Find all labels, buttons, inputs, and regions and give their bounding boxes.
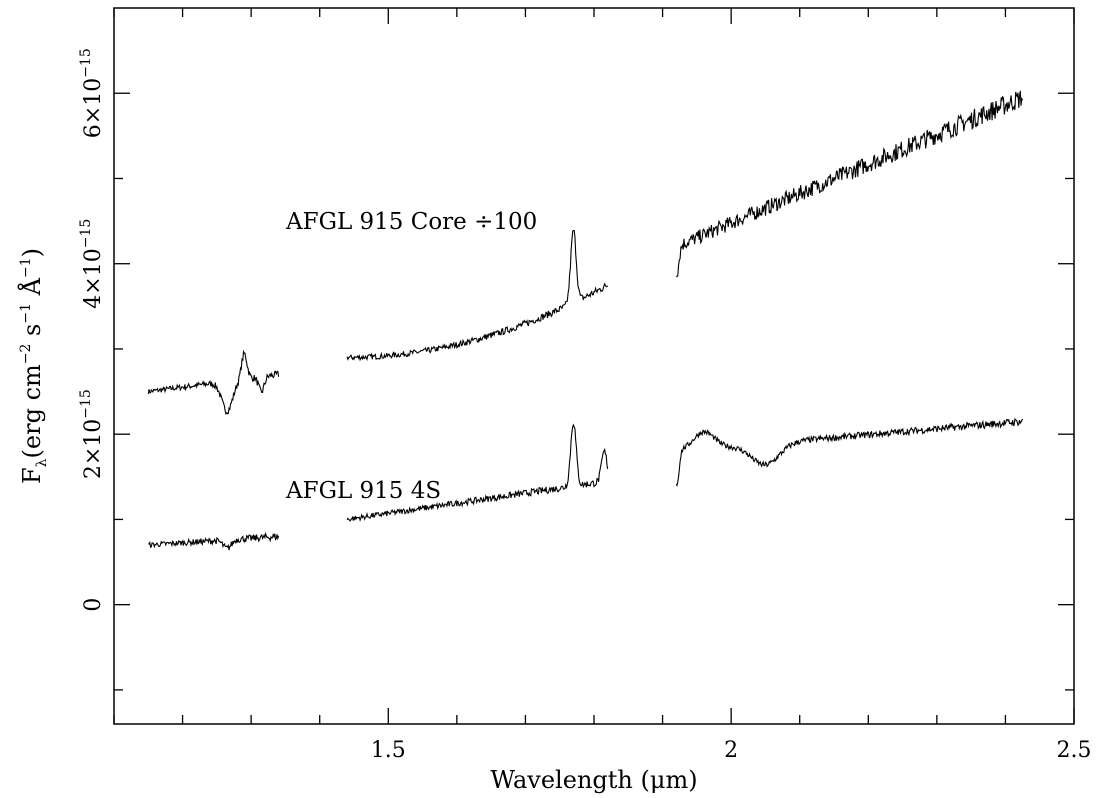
- annotation-4s: AFGL 915 4S: [285, 478, 441, 504]
- y-tick-label: 4×10−15: [78, 219, 106, 309]
- x-axis-label: Wavelength (μm): [490, 766, 697, 794]
- y-tick-label: 2×10−15: [78, 389, 106, 479]
- spectrum-segment: [147, 349, 280, 416]
- x-tick-label: 2.5: [1057, 738, 1092, 763]
- plot-frame: [113, 7, 1075, 725]
- spectrum-segment: [346, 423, 609, 522]
- y-axis-label: Fλ(erg cm−2 s−1 Å−1): [17, 248, 50, 484]
- y-tick-label: 6×10−15: [78, 48, 106, 138]
- axis-ticks: [113, 8, 1075, 724]
- tick-labels: 1.5 2 2.5 0 2×10−15 4×10−15 6×10−15: [78, 48, 1092, 763]
- spectrum-segment: [147, 531, 280, 551]
- x-tick-label: 1.5: [371, 738, 406, 763]
- series-lines: [147, 90, 1024, 551]
- annotation-core: AFGL 915 Core ÷100: [285, 209, 537, 235]
- spectrum-segment: [346, 230, 609, 362]
- spectrum-segment: [675, 417, 1024, 488]
- y-tick-label: 0: [81, 598, 106, 612]
- x-tick-label: 2: [724, 738, 738, 763]
- spectrum-segment: [675, 90, 1024, 278]
